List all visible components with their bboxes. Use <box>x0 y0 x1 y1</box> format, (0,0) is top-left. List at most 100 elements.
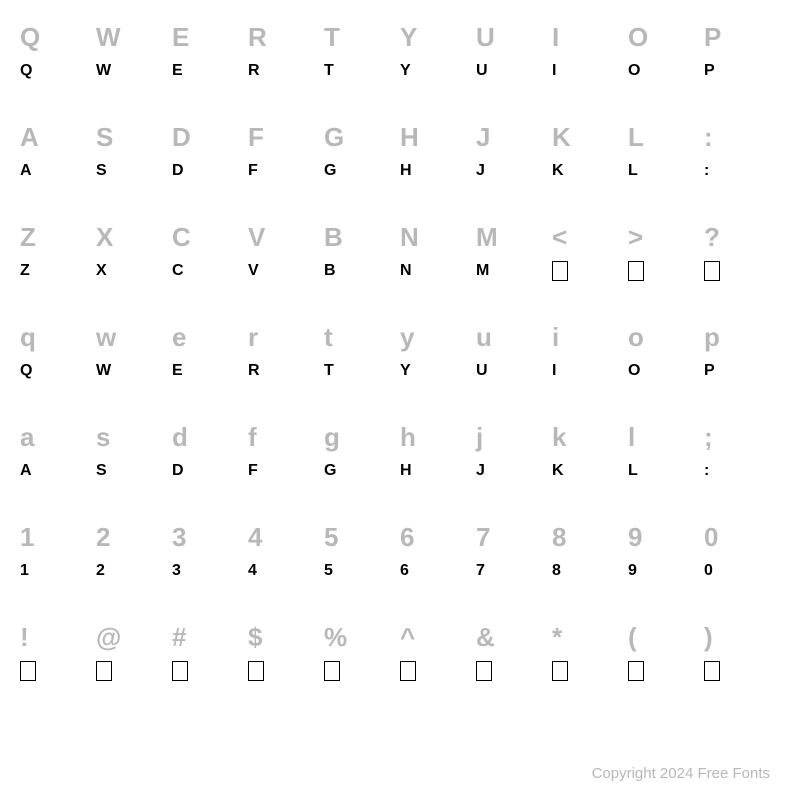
sample-glyph: 3 <box>172 554 248 588</box>
reference-glyph: S <box>96 120 172 154</box>
reference-glyph: 3 <box>172 520 248 554</box>
sample-glyph: Q <box>20 354 96 388</box>
missing-glyph-icon <box>20 661 36 681</box>
sample-glyph: R <box>248 54 324 88</box>
reference-glyph: V <box>248 220 324 254</box>
sample-glyph: L <box>628 154 704 188</box>
sample-glyph: 0 <box>704 554 780 588</box>
sample-glyph: G <box>324 454 400 488</box>
sample-row <box>20 654 780 688</box>
sample-glyph: H <box>400 454 476 488</box>
reference-glyph: 8 <box>552 520 628 554</box>
sample-glyph: : <box>704 154 780 188</box>
reference-glyph: 2 <box>96 520 172 554</box>
missing-glyph-icon <box>552 261 568 281</box>
character-row-pair: qwertyuiopQWERTYUIOP <box>20 320 780 388</box>
reference-glyph: > <box>628 220 704 254</box>
sample-glyph <box>324 654 400 688</box>
reference-row: !@#$%^&*() <box>20 620 780 654</box>
sample-glyph: 5 <box>324 554 400 588</box>
reference-glyph: g <box>324 420 400 454</box>
sample-glyph: A <box>20 154 96 188</box>
sample-glyph: W <box>96 354 172 388</box>
reference-glyph: W <box>96 20 172 54</box>
sample-glyph <box>628 254 704 288</box>
reference-glyph: R <box>248 20 324 54</box>
sample-glyph: E <box>172 354 248 388</box>
reference-glyph: & <box>476 620 552 654</box>
sample-glyph <box>704 654 780 688</box>
sample-row: QWERTYUIOP <box>20 354 780 388</box>
sample-glyph: D <box>172 454 248 488</box>
reference-glyph: o <box>628 320 704 354</box>
sample-glyph: E <box>172 54 248 88</box>
reference-glyph: A <box>20 120 96 154</box>
reference-glyph: F <box>248 120 324 154</box>
sample-glyph: K <box>552 454 628 488</box>
reference-glyph: B <box>324 220 400 254</box>
reference-glyph: X <box>96 220 172 254</box>
reference-glyph: $ <box>248 620 324 654</box>
reference-glyph: E <box>172 20 248 54</box>
reference-glyph: ^ <box>400 620 476 654</box>
reference-glyph: % <box>324 620 400 654</box>
sample-glyph <box>172 654 248 688</box>
reference-glyph: P <box>704 20 780 54</box>
reference-glyph: I <box>552 20 628 54</box>
reference-glyph: ; <box>704 420 780 454</box>
reference-glyph: Z <box>20 220 96 254</box>
reference-glyph: * <box>552 620 628 654</box>
sample-glyph: W <box>96 54 172 88</box>
sample-glyph <box>248 654 324 688</box>
sample-glyph: J <box>476 454 552 488</box>
reference-glyph: q <box>20 320 96 354</box>
character-row-pair: 12345678901234567890 <box>20 520 780 588</box>
reference-glyph: t <box>324 320 400 354</box>
reference-glyph: L <box>628 120 704 154</box>
reference-glyph: 9 <box>628 520 704 554</box>
reference-row: qwertyuiop <box>20 320 780 354</box>
missing-glyph-icon <box>628 261 644 281</box>
reference-glyph: u <box>476 320 552 354</box>
reference-glyph: 5 <box>324 520 400 554</box>
reference-glyph: ) <box>704 620 780 654</box>
sample-glyph: D <box>172 154 248 188</box>
reference-glyph: 4 <box>248 520 324 554</box>
reference-glyph: N <box>400 220 476 254</box>
reference-glyph: f <box>248 420 324 454</box>
sample-glyph: Q <box>20 54 96 88</box>
sample-glyph: N <box>400 254 476 288</box>
reference-glyph: T <box>324 20 400 54</box>
missing-glyph-icon <box>96 661 112 681</box>
reference-glyph: 1 <box>20 520 96 554</box>
sample-glyph: C <box>172 254 248 288</box>
sample-glyph <box>628 654 704 688</box>
sample-glyph: H <box>400 154 476 188</box>
reference-glyph: a <box>20 420 96 454</box>
sample-glyph: 7 <box>476 554 552 588</box>
sample-glyph: V <box>248 254 324 288</box>
reference-glyph: K <box>552 120 628 154</box>
sample-glyph: S <box>96 454 172 488</box>
sample-glyph <box>552 654 628 688</box>
missing-glyph-icon <box>704 661 720 681</box>
copyright-footer: Copyright 2024 Free Fonts <box>592 765 770 782</box>
sample-glyph <box>96 654 172 688</box>
reference-row: ASDFGHJKL: <box>20 120 780 154</box>
reference-glyph: O <box>628 20 704 54</box>
sample-glyph: T <box>324 54 400 88</box>
reference-row: 1234567890 <box>20 520 780 554</box>
sample-glyph: A <box>20 454 96 488</box>
reference-glyph: D <box>172 120 248 154</box>
missing-glyph-icon <box>476 661 492 681</box>
reference-glyph: @ <box>96 620 172 654</box>
sample-glyph: Z <box>20 254 96 288</box>
character-map-grid: QWERTYUIOPQWERTYUIOPASDFGHJKL:ASDFGHJKL:… <box>0 0 800 688</box>
missing-glyph-icon <box>552 661 568 681</box>
sample-glyph: P <box>704 54 780 88</box>
sample-glyph <box>704 254 780 288</box>
sample-glyph: 2 <box>96 554 172 588</box>
sample-row: ASDFGHJKL: <box>20 154 780 188</box>
reference-glyph: U <box>476 20 552 54</box>
sample-glyph: U <box>476 54 552 88</box>
